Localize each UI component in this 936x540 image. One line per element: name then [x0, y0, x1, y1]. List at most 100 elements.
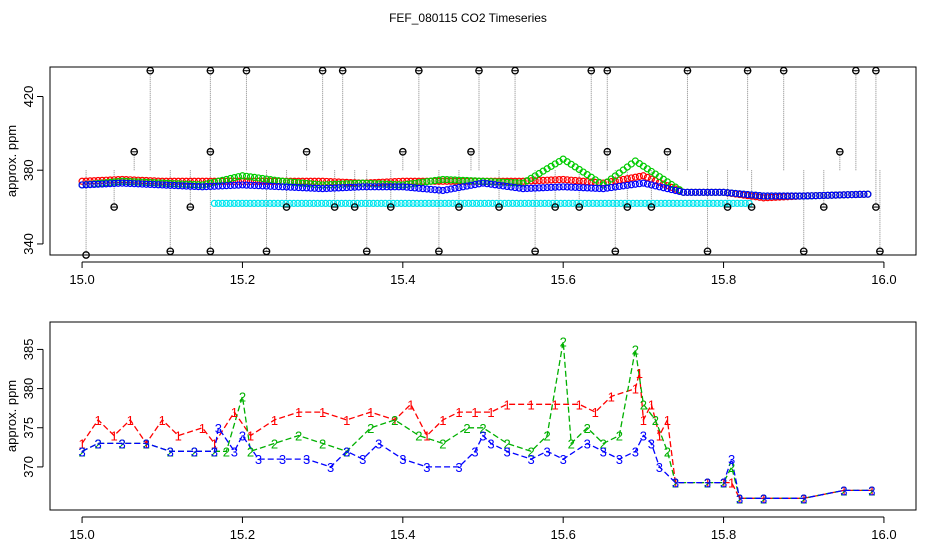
- data-point-top: [623, 203, 632, 211]
- data-point-top: [202, 177, 210, 185]
- data-point-top: [443, 176, 451, 184]
- data-point-bottom: 2: [616, 429, 623, 444]
- data-point-top: [788, 192, 796, 200]
- data-point-top: [298, 199, 306, 207]
- data-point-top: [437, 199, 445, 207]
- data-point-top: [577, 199, 585, 207]
- data-point-top: [238, 181, 247, 189]
- data-point-top: [82, 181, 90, 189]
- data-point-top: [110, 179, 118, 188]
- data-point-bottom: 2: [167, 444, 174, 459]
- data-point-top: [130, 180, 138, 188]
- data-point-top: [262, 175, 271, 183]
- data-point-top: [683, 66, 692, 75]
- data-point-top: [661, 199, 669, 207]
- data-point-top: [605, 199, 613, 207]
- data-point-top: [409, 199, 417, 207]
- data-point-bottom: 2: [78, 444, 85, 459]
- data-point-top: [401, 199, 409, 207]
- data-point-top: [561, 199, 569, 207]
- data-point-bottom: 2: [560, 335, 567, 350]
- data-point-top: [856, 190, 864, 199]
- data-point-bottom: 3: [327, 460, 334, 475]
- data-point-top: [294, 179, 303, 187]
- data-point-top: [615, 182, 623, 191]
- data-point-top: [611, 247, 620, 256]
- data-point-top: [713, 199, 721, 207]
- data-point-top: [507, 178, 515, 187]
- data-point-top: [445, 199, 453, 207]
- data-point-top: [567, 183, 575, 191]
- data-point-top: [501, 199, 509, 207]
- data-point-top: [819, 203, 828, 211]
- data-point-bottom: 3: [840, 483, 847, 498]
- data-point-bottom: 1: [868, 483, 875, 498]
- data-point-top: [511, 66, 519, 75]
- data-point-top: [359, 179, 367, 187]
- data-point-top: [345, 199, 354, 207]
- data-point-top: [230, 199, 238, 207]
- data-point-top: [250, 173, 259, 182]
- data-point-top: [535, 184, 543, 192]
- data-point-top: [623, 181, 631, 189]
- data-point-top: [836, 191, 844, 199]
- data-point-top: [820, 191, 828, 200]
- data-point-bottom: 2: [271, 436, 278, 451]
- data-point-top: [503, 182, 511, 191]
- data-point-top: [559, 183, 567, 191]
- data-point-bottom: 2: [191, 444, 198, 459]
- data-point-top: [278, 199, 286, 207]
- data-point-top: [551, 176, 559, 184]
- data-point-top: [804, 192, 812, 200]
- data-point-bottom: 1: [231, 405, 238, 420]
- data-point-bottom: 1: [78, 436, 85, 451]
- data-point-bottom: 3: [728, 452, 735, 467]
- data-point-top: [828, 191, 836, 199]
- data-point-top: [242, 172, 251, 180]
- data-point-top: [266, 176, 275, 184]
- data-point-top: [832, 191, 840, 199]
- data-point-top: [262, 199, 270, 207]
- data-point-bottom: 3: [736, 491, 743, 506]
- data-point-top: [98, 180, 106, 188]
- data-point-top: [764, 192, 772, 200]
- data-point-top: [315, 180, 323, 189]
- data-point-top: [509, 199, 517, 207]
- data-point-bottom: 1: [423, 429, 430, 444]
- data-point-top: [326, 199, 334, 207]
- data-point-top: [527, 177, 535, 185]
- data-point-top: [226, 174, 235, 183]
- data-point-top: [641, 199, 649, 207]
- data-point-top: [339, 180, 347, 188]
- data-point-top: [563, 176, 571, 184]
- data-point-bottom: 2: [600, 436, 607, 451]
- data-point-top: [226, 177, 235, 185]
- data-point-bottom: 3: [800, 491, 807, 506]
- data-point-bottom: 1: [552, 397, 559, 412]
- data-point-top: [551, 183, 559, 191]
- data-point-top: [457, 199, 465, 207]
- data-point-top: [515, 184, 523, 192]
- data-point-top: [82, 251, 90, 259]
- data-point-top: [876, 247, 884, 256]
- data-point-top: [395, 181, 403, 189]
- data-point-bottom: 2: [367, 421, 374, 436]
- data-point-bottom: 1: [271, 413, 278, 428]
- data-point-top: [543, 176, 551, 184]
- data-point-bottom: 1: [455, 405, 462, 420]
- data-point-top: [575, 183, 583, 192]
- data-point-bottom: 2: [800, 491, 807, 506]
- data-point-top: [447, 176, 455, 184]
- data-point-top: [463, 182, 471, 190]
- data-point-top: [206, 182, 214, 191]
- data-point-top: [433, 199, 441, 207]
- x-tick-label-bottom: 15.4: [390, 527, 415, 540]
- data-point-bottom: 2: [439, 436, 446, 451]
- data-point-top: [214, 182, 222, 190]
- data-point-top: [351, 179, 359, 188]
- data-point-top: [603, 66, 612, 75]
- data-point-top: [743, 66, 752, 75]
- data-point-bottom: 2: [239, 389, 246, 404]
- series-line-bottom: [81, 426, 872, 499]
- data-point-top: [274, 199, 282, 207]
